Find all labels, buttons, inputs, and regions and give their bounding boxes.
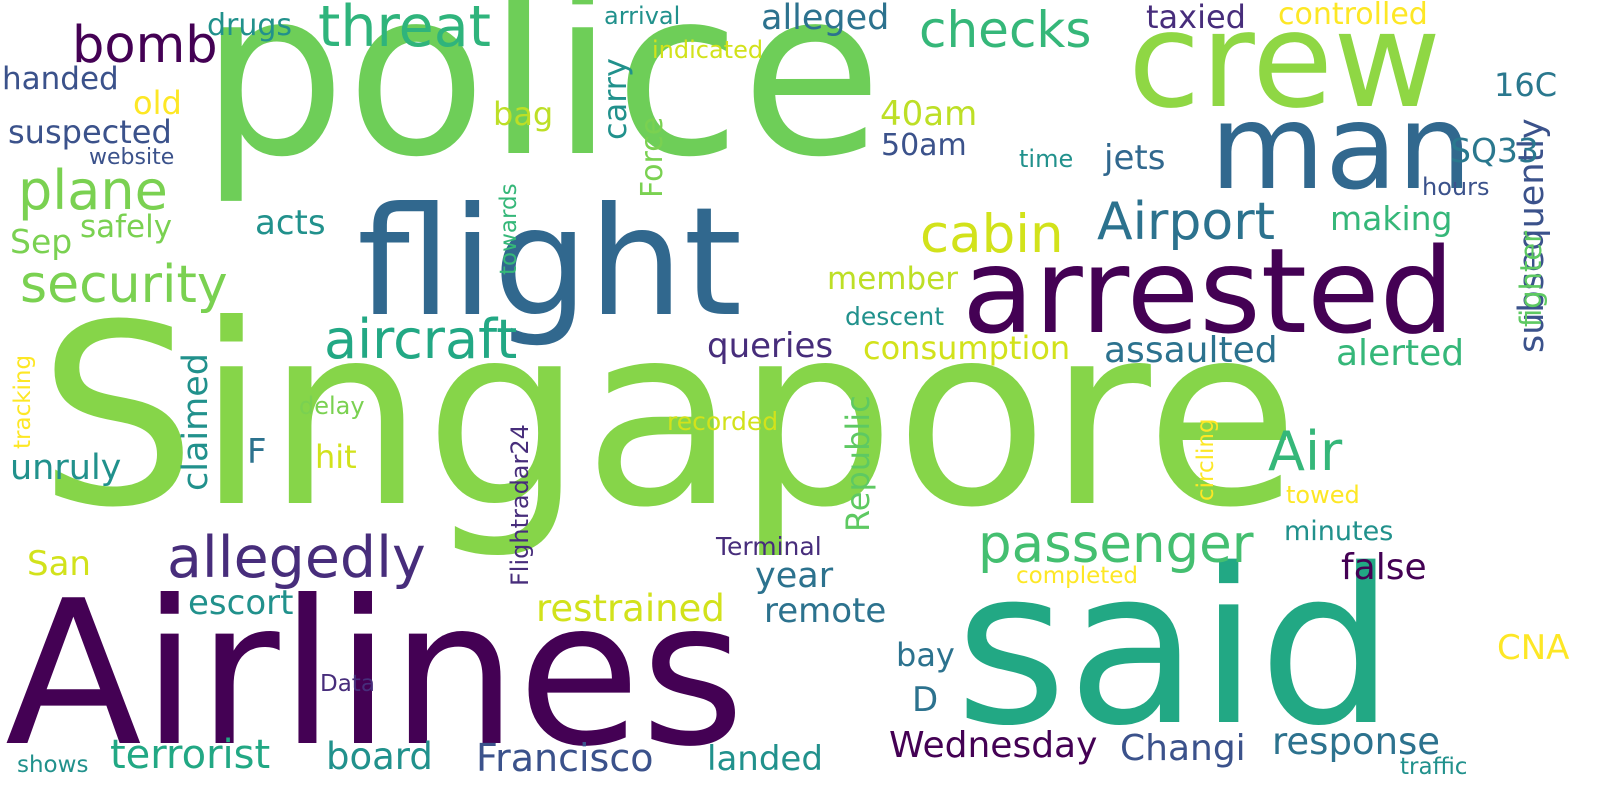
word: man (1210, 78, 1473, 216)
word: unruly (10, 448, 122, 488)
word: suspected (8, 113, 172, 151)
word: said (955, 522, 1395, 773)
word: completed (1016, 563, 1139, 589)
word: D (912, 680, 939, 720)
word: descent (845, 302, 945, 331)
word: landed (707, 739, 823, 779)
word: towed (1286, 481, 1360, 509)
word: recorded (667, 407, 779, 436)
word: Flightradar24 (506, 424, 534, 586)
word: assaulted (1104, 330, 1278, 371)
word: Terminal (716, 532, 822, 561)
word: arrested (962, 222, 1455, 360)
word: claimed (176, 353, 216, 491)
word: hit (315, 438, 357, 476)
word: San (27, 544, 91, 584)
word: hours (1422, 173, 1490, 201)
word: safely (80, 209, 173, 245)
word: controlled (1278, 0, 1428, 32)
word: traffic (1400, 754, 1468, 780)
word: delay (299, 392, 365, 420)
word: plane (18, 159, 168, 222)
word: Data (320, 671, 375, 697)
word: crew (1128, 0, 1442, 138)
word: bag (493, 95, 554, 133)
word: aircraft (324, 308, 518, 371)
word: queries (707, 326, 834, 366)
word: threat (318, 0, 492, 60)
word: Airport (1097, 192, 1275, 252)
word: passenger (978, 514, 1254, 575)
word: security (20, 255, 228, 315)
word: remote (764, 591, 887, 631)
word: member (827, 261, 958, 297)
word: police (200, 0, 883, 208)
word: 50am (881, 128, 967, 163)
word: time (1019, 145, 1074, 173)
word: F (247, 432, 267, 472)
word: Singapore (38, 271, 1300, 562)
word: Force (635, 116, 670, 198)
word: bomb (72, 16, 218, 75)
word: towards (496, 183, 522, 275)
word: board (326, 735, 433, 778)
word: handed (2, 61, 119, 97)
word: terrorist (110, 732, 271, 778)
word: allegedly (167, 525, 426, 591)
word: circling (1193, 418, 1219, 501)
word: tracking (10, 354, 36, 449)
word: bay (896, 636, 955, 674)
word: indicated (652, 36, 764, 64)
word: response (1272, 720, 1441, 763)
word: Francisco (476, 736, 654, 780)
word: consumption (863, 329, 1071, 367)
word: Airlines (5, 558, 745, 791)
word: Republic (839, 395, 877, 532)
word: old (133, 84, 182, 122)
word: arrival (604, 2, 681, 30)
word: cabin (920, 204, 1064, 265)
word: 40am (880, 94, 978, 134)
word: jets (1104, 138, 1166, 178)
word: restrained (536, 587, 725, 630)
word: Air (1268, 420, 1343, 483)
word: fighter (1514, 230, 1548, 327)
word: false (1341, 547, 1427, 588)
word: drugs (207, 8, 293, 43)
word: escort (188, 583, 294, 623)
word: CNA (1497, 628, 1570, 668)
word: Wednesday (889, 725, 1098, 766)
word: taxied (1146, 0, 1246, 36)
word: 16C (1494, 66, 1558, 104)
word: making (1330, 199, 1453, 238)
word: acts (255, 203, 326, 243)
word: year (755, 556, 834, 596)
word: flight (357, 176, 743, 350)
word: carry (596, 58, 634, 140)
word: minutes (1284, 516, 1394, 547)
word: alerted (1336, 333, 1465, 374)
word: alleged (761, 0, 890, 38)
word: shows (17, 752, 89, 778)
word: checks (919, 1, 1092, 59)
word: SQ33 (1450, 131, 1539, 170)
word: website (89, 145, 175, 170)
word: Changi (1120, 728, 1246, 769)
word: Sep (10, 222, 73, 261)
